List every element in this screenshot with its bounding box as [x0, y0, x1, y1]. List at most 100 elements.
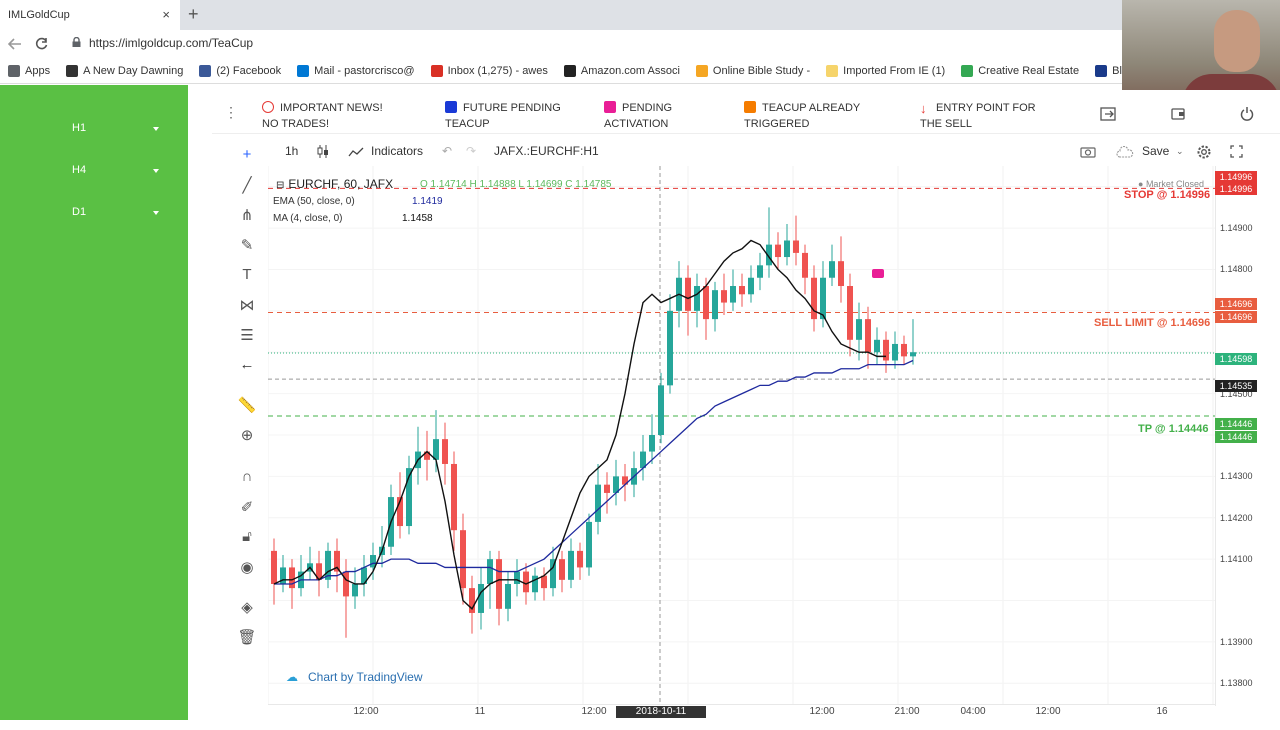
trash-icon[interactable]: 🗑︎	[237, 629, 257, 646]
redo-icon[interactable]: ↷	[466, 144, 477, 158]
bookmark-item[interactable]: Amazon.com Associ	[563, 64, 680, 77]
folder-icon	[826, 64, 839, 77]
crosshair-price-label: 1.14535	[1215, 380, 1257, 392]
ma-indicator-label[interactable]: MA (4, close, 0)	[273, 213, 343, 224]
candle-body	[613, 476, 619, 493]
chevron-down-icon	[153, 127, 159, 131]
chart-symbol[interactable]: ⊟ EURCHF, 60, JAFX	[276, 177, 393, 191]
save-button[interactable]: Save	[1142, 144, 1170, 158]
pitchfork-icon[interactable]: ⋔	[240, 207, 254, 224]
text-icon[interactable]: T	[242, 266, 252, 283]
stop-price-label: 1.14996	[1215, 171, 1257, 183]
candle-body	[793, 240, 799, 253]
arrow-left-icon[interactable]: ←	[239, 356, 255, 373]
back-icon[interactable]	[8, 38, 22, 50]
bookmark-item[interactable]: Imported From IE (1)	[826, 64, 946, 77]
candle-body	[370, 555, 376, 568]
ma-value: 1.1458	[402, 213, 433, 224]
candle-body	[721, 290, 727, 303]
bookmark-label: Imported From IE (1)	[843, 64, 946, 77]
pattern-icon[interactable]: ⋈	[239, 297, 255, 314]
undo-icon[interactable]: ↶	[442, 144, 453, 158]
price-chart[interactable]	[268, 166, 1216, 704]
tradingview-attribution[interactable]: ☁ Chart by TradingView	[286, 670, 423, 684]
time-axis[interactable]	[268, 704, 1216, 720]
candle-style-icon[interactable]	[317, 145, 329, 158]
candle-body	[847, 286, 853, 340]
pencil-lock-icon[interactable]: ✐	[240, 499, 254, 516]
x-tick-label: 04:00	[960, 706, 986, 717]
leaf-icon	[961, 64, 974, 77]
timeframe-h1[interactable]: H1	[0, 119, 188, 139]
fullscreen-icon[interactable]	[1230, 145, 1243, 158]
candle-body	[568, 550, 574, 580]
zoom-in-icon[interactable]: ⊕	[240, 427, 254, 444]
wallet-icon[interactable]	[1171, 107, 1185, 121]
new-tab-icon[interactable]: +	[188, 4, 199, 24]
ema-indicator-label[interactable]: EMA (50, close, 0)	[273, 196, 355, 207]
ruler-icon[interactable]: 📏	[237, 397, 257, 414]
timeframe-d1[interactable]: D1	[0, 203, 188, 223]
bookmark-item[interactable]: (2) Facebook	[199, 64, 281, 77]
x-tick-label: 21:00	[894, 706, 920, 717]
reload-icon[interactable]	[35, 37, 48, 50]
candle-body	[334, 550, 340, 572]
candle-body	[775, 244, 781, 258]
cube-icon	[66, 64, 79, 77]
layers-icon[interactable]: ◈	[241, 599, 253, 616]
prediction-icon[interactable]: ☰	[240, 327, 254, 344]
candle-body	[712, 290, 718, 320]
candle-body	[352, 583, 358, 597]
legend-label: PENDING ACTIVATION	[604, 102, 673, 130]
timeframe-sidebar: H1 H4 D1	[0, 85, 188, 720]
y-tick-label: 1.13800	[1220, 678, 1253, 689]
browser-tab[interactable]: IMLGoldCup ×	[0, 0, 180, 30]
gmail-icon	[430, 64, 443, 77]
timeframe-h4[interactable]: H4	[0, 161, 188, 181]
y-tick-label: 1.14800	[1220, 264, 1253, 275]
url-field[interactable]: https://imlgoldcup.com/TeaCup	[89, 36, 254, 50]
more-menu-icon[interactable]: ⋮	[224, 104, 238, 120]
eye-icon[interactable]: ◉	[240, 559, 254, 576]
candle-body	[577, 550, 583, 568]
tab-close-icon[interactable]: ×	[162, 7, 170, 22]
legend-important-news: IMPORTANT NEWS! NO TRADES!	[262, 100, 402, 132]
apps-icon	[8, 64, 20, 77]
bookmark-label: Mail - pastorcrisco@	[314, 64, 415, 77]
candle-body	[883, 339, 889, 361]
collapse-icon[interactable]: ⊟	[276, 180, 285, 191]
teacup-blue-icon	[445, 101, 457, 113]
candle-body	[658, 385, 664, 435]
legend-pending-activation: PENDING ACTIVATION	[604, 100, 694, 132]
candle-body	[766, 244, 772, 266]
bookmark-item[interactable]: Inbox (1,275) - awes	[430, 64, 548, 77]
address-bar: https://imlgoldcup.com/TeaCup	[0, 30, 1280, 58]
interval-button[interactable]: 1h	[285, 144, 299, 158]
power-icon[interactable]	[1240, 106, 1254, 121]
trend-line-icon[interactable]: ╱	[242, 177, 252, 194]
magnet-icon[interactable]: ∩	[241, 468, 253, 485]
exit-icon[interactable]	[1100, 107, 1116, 121]
candle-body	[685, 277, 691, 311]
gear-icon[interactable]	[1196, 144, 1212, 160]
tab-title: IMLGoldCup	[8, 9, 70, 21]
candle-body	[361, 567, 367, 584]
bookmark-item[interactable]: Mail - pastorcrisco@	[297, 64, 415, 77]
x-tick-label: 12:00	[1035, 706, 1061, 717]
bookmark-item[interactable]: Creative Real Estate	[961, 64, 1079, 77]
unlock-icon[interactable]: 🔓︎	[242, 528, 252, 545]
indicators-icon[interactable]	[348, 147, 364, 157]
chevron-down-icon[interactable]: ⌄	[1176, 146, 1184, 156]
camera-icon[interactable]	[1080, 145, 1096, 158]
y-tick-label: 1.14100	[1220, 554, 1253, 565]
bookmark-item[interactable]: Online Bible Study -	[695, 64, 810, 77]
bookmark-item[interactable]: Apps	[8, 64, 50, 77]
crosshair-icon[interactable]: +	[242, 146, 252, 163]
brush-icon[interactable]: ✎	[240, 237, 254, 254]
symbol-search[interactable]: JAFX.:EURCHF:H1	[494, 144, 599, 158]
teacup-marker	[872, 269, 884, 278]
indicators-button[interactable]: Indicators	[371, 144, 424, 158]
bookmark-item[interactable]: A New Day Dawning	[66, 64, 183, 77]
arrow-down-icon: ↓	[920, 101, 927, 116]
candle-body	[325, 550, 331, 580]
